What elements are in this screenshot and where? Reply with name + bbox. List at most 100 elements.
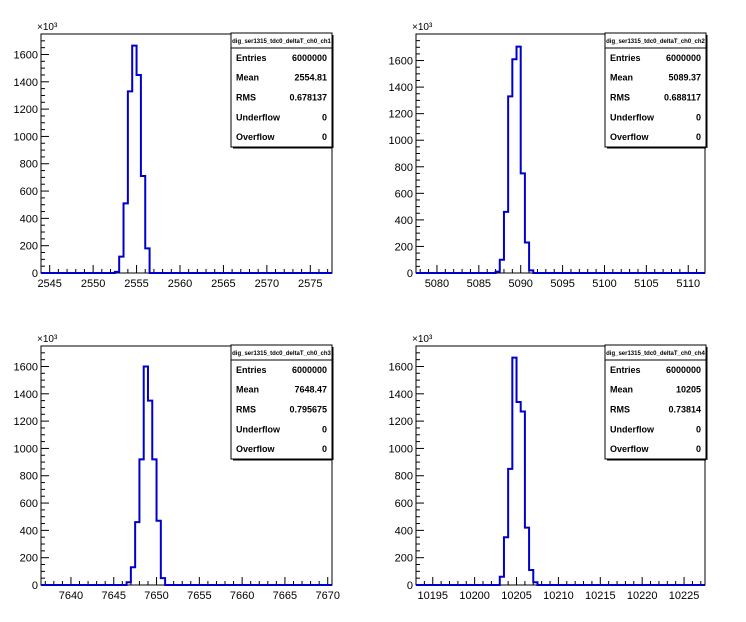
histogram-bin bbox=[517, 402, 521, 585]
stats-label-underflow: Underflow bbox=[610, 112, 655, 122]
x-tick-label: 2545 bbox=[37, 278, 61, 290]
stats-value-overflow: 0 bbox=[696, 132, 701, 142]
x-tick-label: 10215 bbox=[585, 590, 616, 602]
stats-label-rms: RMS bbox=[610, 93, 630, 103]
x-tick-label: 2550 bbox=[81, 278, 105, 290]
y-exponent-label: ×10³ bbox=[37, 334, 58, 345]
stats-label-entries: Entries bbox=[610, 365, 641, 375]
stats-box-frame bbox=[604, 32, 707, 148]
stats-label-entries: Entries bbox=[610, 53, 641, 63]
stats-label-rms: RMS bbox=[236, 405, 256, 415]
y-tick-label: 0 bbox=[407, 268, 413, 280]
y-tick-label: 1600 bbox=[14, 361, 38, 373]
y-tick-label: 1000 bbox=[389, 443, 413, 455]
x-tick-label: 5110 bbox=[676, 278, 700, 290]
y-tick-label: 0 bbox=[32, 268, 38, 280]
stats-title: dig_ser1315_tdc0_deltaT_ch0_ch2 bbox=[606, 39, 705, 45]
stats-box: dig_ser1315_tdc0_deltaT_ch0_ch4 Entries 60… bbox=[604, 344, 708, 461]
stats-title: dig_ser1315_tdc0_deltaT_ch0_ch4 bbox=[606, 351, 705, 357]
stats-value-entries: 6000000 bbox=[666, 365, 701, 375]
stats-value-rms: 0.678137 bbox=[289, 93, 327, 103]
y-tick-label: 200 bbox=[20, 241, 38, 253]
y-tick-label: 1200 bbox=[14, 104, 38, 116]
y-tick-label: 1600 bbox=[14, 49, 38, 61]
histogram-series bbox=[416, 45, 705, 274]
stats-box-frame bbox=[604, 344, 707, 460]
stats-value-underflow: 0 bbox=[696, 424, 701, 434]
stats-label-mean: Mean bbox=[610, 385, 633, 395]
stats-value-rms: 0.73814 bbox=[668, 405, 701, 415]
stats-label-entries: Entries bbox=[236, 53, 267, 63]
y-tick-label: 400 bbox=[20, 213, 38, 225]
y-tick-label: 200 bbox=[395, 553, 413, 565]
x-tick-label: 7665 bbox=[273, 590, 297, 602]
stats-label-mean: Mean bbox=[236, 73, 259, 83]
stats-box: dig_ser1315_tdc0_deltaT_ch0_ch1 Entries 60… bbox=[230, 32, 334, 149]
stats-value-mean: 7648.47 bbox=[294, 385, 327, 395]
stats-label-overflow: Overflow bbox=[610, 132, 650, 142]
y-tick-label: 800 bbox=[395, 162, 413, 174]
x-tick-label: 7655 bbox=[187, 590, 211, 602]
x-tick-label: 5100 bbox=[592, 278, 616, 290]
y-tick-label: 800 bbox=[20, 471, 38, 483]
y-tick-label: 400 bbox=[20, 525, 38, 537]
histogram-panel-2: ×10³ 5080 5085 5090 5095 5100 5105 5110 0 200 400 6… bbox=[389, 22, 708, 290]
stats-label-overflow: Overflow bbox=[236, 444, 276, 454]
y-tick-label: 0 bbox=[407, 580, 413, 592]
stats-box-frame bbox=[230, 344, 333, 460]
histogram-series bbox=[416, 356, 705, 586]
stats-label-entries: Entries bbox=[236, 365, 267, 375]
stats-value-entries: 6000000 bbox=[292, 53, 327, 63]
stats-value-overflow: 0 bbox=[322, 444, 327, 454]
stats-label-mean: Mean bbox=[610, 73, 633, 83]
histogram-panel-1: ×10³ 2545 2550 2555 2560 2565 2570 2575 0 200 400 6… bbox=[14, 22, 334, 290]
stats-label-underflow: Underflow bbox=[236, 112, 281, 122]
y-tick-label: 1200 bbox=[14, 416, 38, 428]
y-tick-label: 1600 bbox=[389, 56, 413, 68]
x-tick-label: 7670 bbox=[315, 590, 339, 602]
stats-label-rms: RMS bbox=[236, 93, 256, 103]
stats-box: dig_ser1315_tdc0_deltaT_ch0_ch2 Entries 60… bbox=[604, 32, 708, 149]
y-tick-label: 1400 bbox=[389, 82, 413, 94]
stats-value-entries: 6000000 bbox=[666, 53, 701, 63]
histogram-series bbox=[41, 44, 332, 274]
y-tick-label: 400 bbox=[395, 525, 413, 537]
stats-value-underflow: 0 bbox=[322, 112, 327, 122]
stats-label-underflow: Underflow bbox=[610, 424, 655, 434]
stats-title: dig_ser1315_tdc0_deltaT_ch0_ch1 bbox=[232, 39, 331, 45]
x-tick-label: 2555 bbox=[124, 278, 148, 290]
x-tick-label: 10210 bbox=[543, 590, 574, 602]
x-tick-label: 10200 bbox=[459, 590, 490, 602]
x-tick-label: 5105 bbox=[634, 278, 658, 290]
stats-value-underflow: 0 bbox=[322, 424, 327, 434]
y-tick-label: 1400 bbox=[14, 77, 38, 89]
y-exponent-label: ×10³ bbox=[412, 334, 433, 345]
x-tick-label: 2565 bbox=[211, 278, 235, 290]
y-tick-label: 1600 bbox=[389, 361, 413, 373]
y-exponent-label: ×10³ bbox=[37, 22, 58, 33]
histogram-series bbox=[41, 365, 332, 586]
x-tick-label: 10205 bbox=[501, 590, 532, 602]
y-tick-label: 600 bbox=[20, 498, 38, 510]
y-tick-label: 600 bbox=[395, 188, 413, 200]
stats-label-mean: Mean bbox=[236, 385, 259, 395]
y-tick-label: 600 bbox=[395, 498, 413, 510]
y-tick-label: 400 bbox=[395, 215, 413, 227]
stats-label-underflow: Underflow bbox=[236, 424, 281, 434]
stats-title: dig_ser1315_tdc0_deltaT_ch0_ch3 bbox=[232, 351, 331, 357]
x-tick-label: 10220 bbox=[627, 590, 658, 602]
y-tick-label: 1000 bbox=[14, 443, 38, 455]
y-tick-label: 800 bbox=[395, 471, 413, 483]
y-tick-label: 1200 bbox=[389, 416, 413, 428]
stats-label-overflow: Overflow bbox=[236, 132, 276, 142]
stats-value-overflow: 0 bbox=[322, 132, 327, 142]
x-tick-label: 5080 bbox=[425, 278, 449, 290]
y-tick-label: 0 bbox=[32, 580, 38, 592]
y-exponent-label: ×10³ bbox=[412, 22, 433, 33]
y-tick-label: 1400 bbox=[389, 389, 413, 401]
histogram-panel-3: ×10³ 7640 7645 7650 7655 7660 7665 7670 0 200 400 6… bbox=[14, 334, 340, 602]
x-tick-label: 7640 bbox=[59, 590, 83, 602]
x-tick-label: 2560 bbox=[168, 278, 192, 290]
stats-value-mean: 10205 bbox=[676, 385, 701, 395]
